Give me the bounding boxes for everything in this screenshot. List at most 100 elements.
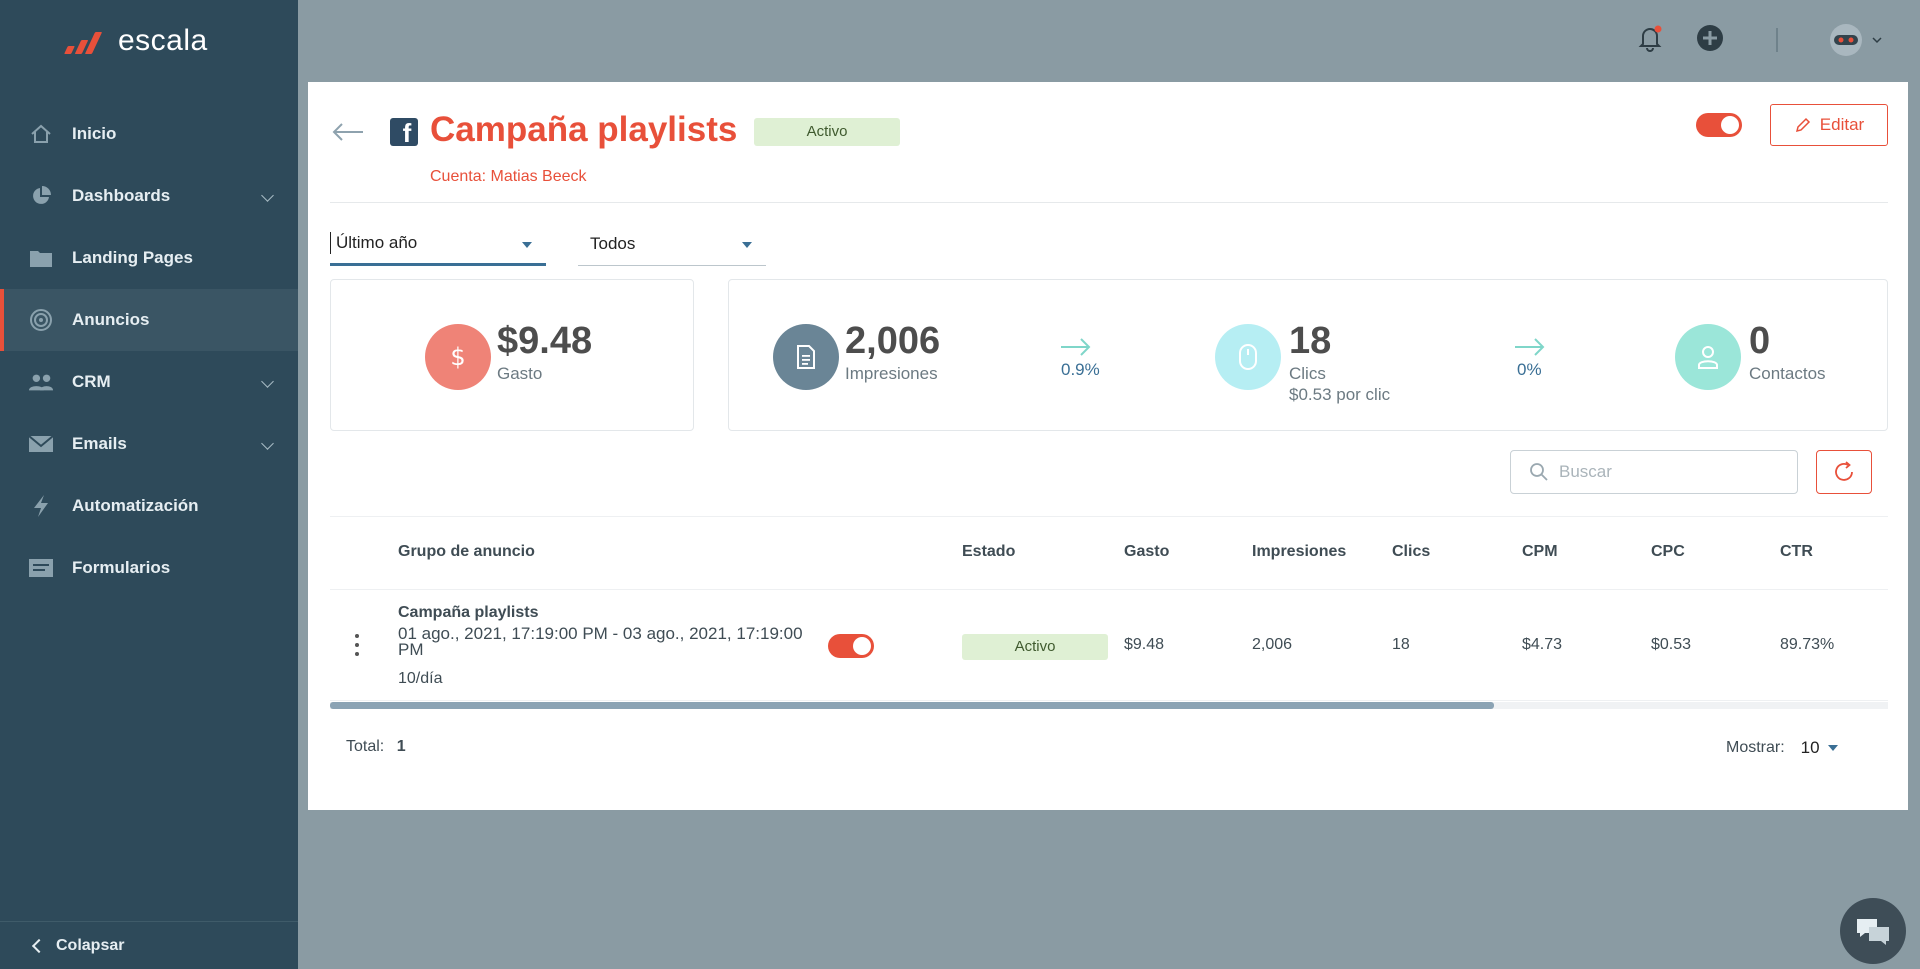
search-box xyxy=(1510,450,1798,494)
search-icon xyxy=(1530,463,1548,481)
svg-text:$: $ xyxy=(450,343,465,371)
table-row: Campaña playlists 01 ago., 2021, 17:19:0… xyxy=(330,589,1888,701)
period-select-value: Último año xyxy=(336,232,418,252)
pencil-icon xyxy=(1795,117,1810,133)
mail-icon xyxy=(28,433,54,455)
campaign-active-toggle[interactable] xyxy=(1696,113,1742,137)
impressions-to-clicks-rate: 0.9% xyxy=(1061,360,1100,379)
col-header-clicks[interactable]: Clics xyxy=(1392,543,1431,560)
chevron-left-icon xyxy=(31,938,47,953)
sidebar-item-crm[interactable]: CRM xyxy=(0,351,298,413)
facebook-icon: f xyxy=(390,118,418,146)
campaign-card: f Campaña playlists Activo Cuenta: Matia… xyxy=(308,82,1908,810)
users-icon xyxy=(28,371,54,393)
scrollbar-thumb[interactable] xyxy=(330,702,1494,709)
sidebar-item-inicio[interactable]: Inicio xyxy=(0,103,298,165)
col-header-group[interactable]: Grupo de anuncio xyxy=(398,543,535,560)
cell-ctr: 89.73% xyxy=(1780,636,1835,653)
sidebar-item-landing-pages[interactable]: Landing Pages xyxy=(0,227,298,289)
contacts-value: 0 xyxy=(1749,320,1771,362)
spend-stat-card: $ $9.48 Gasto xyxy=(330,279,694,431)
more-options-icon[interactable] xyxy=(354,634,360,656)
search-input[interactable] xyxy=(1559,462,1779,482)
scope-select[interactable]: Todos xyxy=(578,222,766,266)
cell-cpm: $4.73 xyxy=(1522,636,1563,653)
contacts-label: Contactos xyxy=(1749,364,1826,383)
pie-chart-icon xyxy=(28,185,54,207)
refresh-button[interactable] xyxy=(1816,450,1872,494)
topbar-separator xyxy=(1776,28,1778,52)
impressions-label: Impresiones xyxy=(845,364,938,383)
cell-spend: $9.48 xyxy=(1124,636,1165,653)
home-icon xyxy=(28,123,54,145)
cell-impressions: 2,006 xyxy=(1252,636,1293,653)
add-circle-icon[interactable] xyxy=(1696,24,1724,52)
edit-label: Editar xyxy=(1819,115,1865,134)
sidebar-nav: Inicio Dashboards Landing Pages Anuncios xyxy=(0,103,298,599)
dollar-icon: $ xyxy=(425,324,491,390)
chat-icon xyxy=(1857,919,1889,945)
sidebar-item-anuncios[interactable]: Anuncios xyxy=(0,289,298,351)
ad-group-name: Campaña playlists xyxy=(398,604,539,621)
user-icon xyxy=(1675,324,1741,390)
page-size-value: 10 xyxy=(1800,738,1820,757)
col-header-impressions[interactable]: Impresiones xyxy=(1252,543,1347,560)
table-horizontal-scrollbar[interactable] xyxy=(330,702,1888,709)
page-size-select[interactable]: 10 xyxy=(1801,738,1838,758)
chevron-down-icon[interactable] xyxy=(261,437,274,450)
notifications-bell-icon[interactable] xyxy=(1636,24,1664,52)
col-header-spend[interactable]: Gasto xyxy=(1124,543,1170,560)
clicks-label: Clics xyxy=(1289,364,1326,383)
sidebar-item-label: Inicio xyxy=(72,124,117,143)
spend-label: Gasto xyxy=(497,364,543,383)
edit-button[interactable]: Editar xyxy=(1770,104,1888,146)
sidebar-item-label: Emails xyxy=(72,434,127,453)
page-size-control: Mostrar: 10 xyxy=(1726,738,1838,758)
total-label: Total: xyxy=(346,738,385,755)
form-icon xyxy=(28,557,54,579)
sidebar-item-dashboards[interactable]: Dashboards xyxy=(0,165,298,227)
status-badge: Activo xyxy=(754,118,900,146)
sidebar-item-label: Landing Pages xyxy=(72,248,193,267)
clicks-to-contacts-rate: 0% xyxy=(1517,360,1542,379)
mouse-icon xyxy=(1215,324,1281,390)
caret-down-icon xyxy=(742,242,752,248)
arrow-right-icon xyxy=(1061,338,1091,356)
sidebar: escala Inicio Dashboards Landing Pages xyxy=(0,0,298,969)
chevron-down-icon[interactable] xyxy=(261,375,274,388)
cell-cpc: $0.53 xyxy=(1651,636,1692,653)
col-header-cpm[interactable]: CPM xyxy=(1522,543,1558,560)
col-header-status[interactable]: Estado xyxy=(962,543,1016,560)
folder-icon xyxy=(28,247,54,269)
document-icon xyxy=(773,324,839,390)
brand-logo[interactable]: escala xyxy=(62,24,208,58)
ad-group-active-toggle[interactable] xyxy=(828,634,874,658)
caret-down-icon xyxy=(1827,745,1838,751)
cost-per-click: $0.53 por clic xyxy=(1289,385,1391,404)
sidebar-item-label: Dashboards xyxy=(72,186,171,205)
col-header-ctr[interactable]: CTR xyxy=(1780,543,1813,560)
col-header-cpc[interactable]: CPC xyxy=(1651,543,1685,560)
show-label: Mostrar: xyxy=(1726,739,1785,756)
collapse-sidebar-button[interactable]: Colapsar xyxy=(0,921,298,969)
sidebar-item-label: Formularios xyxy=(72,558,171,577)
user-menu[interactable] xyxy=(1826,22,1882,58)
total-count: Total: 1 xyxy=(346,738,406,756)
refresh-icon xyxy=(1835,461,1853,481)
chevron-down-icon[interactable] xyxy=(261,189,274,202)
total-value: 1 xyxy=(396,738,406,755)
period-select[interactable]: Último año xyxy=(330,222,546,266)
avatar xyxy=(1830,24,1862,56)
account-name: Cuenta: Matias Beeck xyxy=(430,168,587,185)
scope-select-value: Todos xyxy=(590,233,636,253)
chevron-down-icon xyxy=(1872,37,1882,44)
collapse-label: Colapsar xyxy=(56,936,125,954)
chat-widget-button[interactable] xyxy=(1840,898,1906,964)
sidebar-item-automatizacion[interactable]: Automatización xyxy=(0,475,298,537)
status-badge: Activo xyxy=(962,634,1108,660)
sidebar-item-formularios[interactable]: Formularios xyxy=(0,537,298,599)
page-title: Campaña playlists xyxy=(430,110,738,149)
sidebar-item-emails[interactable]: Emails xyxy=(0,413,298,475)
cell-clicks: 18 xyxy=(1392,636,1410,653)
back-arrow-icon[interactable] xyxy=(330,120,366,144)
